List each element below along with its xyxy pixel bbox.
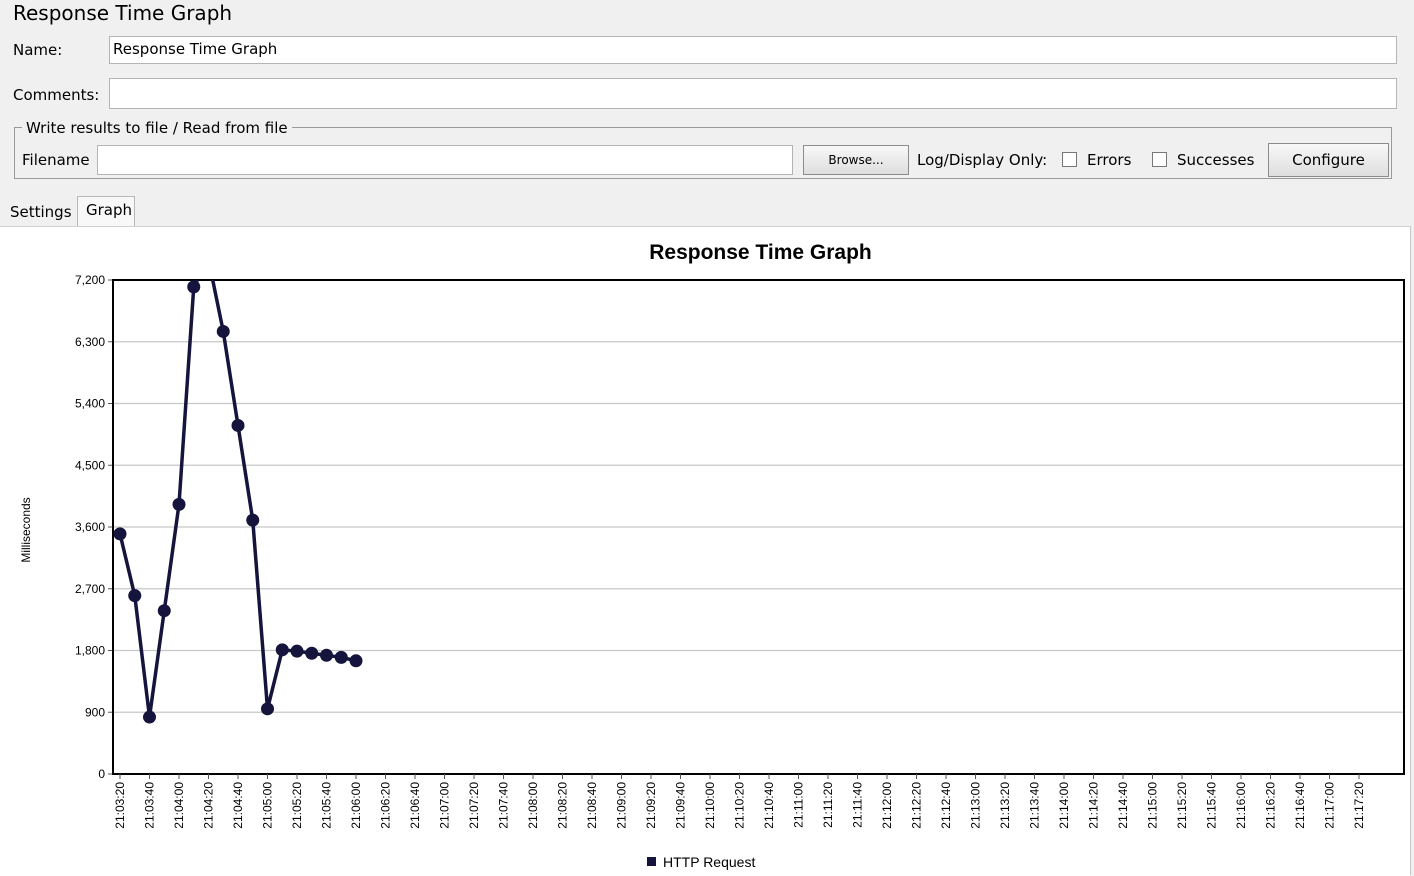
y-tick-label: 5,400: [75, 397, 105, 411]
x-tick-label: 21:09:20: [644, 782, 658, 829]
x-tick-label: 21:07:20: [467, 782, 481, 829]
x-tick-label: 21:10:40: [762, 782, 776, 829]
x-tick-label: 21:11:20: [821, 782, 835, 828]
x-tick-label: 21:03:20: [113, 782, 127, 829]
graph-panel: [0, 226, 1410, 876]
data-point: [349, 654, 363, 668]
x-tick-label: 21:04:00: [172, 782, 186, 829]
data-point: [231, 418, 245, 432]
tab-graph[interactable]: Graph: [77, 196, 135, 226]
y-tick-label: 4,500: [75, 458, 105, 472]
chart-title: Response Time Graph: [649, 241, 872, 264]
x-tick-label: 21:17:00: [1323, 782, 1337, 829]
y-tick-label: 900: [85, 705, 105, 719]
data-point: [187, 280, 201, 294]
tab-settings[interactable]: Settings: [10, 203, 72, 221]
x-tick-label: 21:10:00: [703, 782, 717, 829]
successes-label: Successes: [1177, 151, 1255, 169]
data-point: [157, 604, 171, 618]
x-tick-label: 21:12:00: [880, 782, 894, 829]
x-tick-label: 21:07:40: [497, 782, 511, 829]
x-tick-label: 21:09:00: [615, 782, 629, 829]
x-tick-label: 21:08:00: [526, 782, 540, 829]
successes-checkbox[interactable]: [1152, 152, 1167, 167]
x-tick-label: 21:11:40: [851, 782, 865, 828]
x-tick-label: 21:11:00: [792, 782, 806, 828]
name-field[interactable]: Response Time Graph: [109, 36, 1397, 64]
x-tick-label: 21:15:00: [1146, 782, 1160, 829]
name-label: Name:: [13, 41, 63, 59]
x-tick-label: 21:16:00: [1234, 782, 1248, 829]
errors-label: Errors: [1087, 151, 1132, 169]
x-tick-label: 21:03:40: [143, 782, 157, 829]
x-tick-label: 21:16:40: [1293, 782, 1307, 829]
data-point: [275, 643, 289, 657]
file-group-border: [14, 127, 1392, 179]
y-tick-label: 7,200: [75, 273, 105, 287]
x-tick-label: 21:06:40: [408, 782, 422, 829]
x-tick-label: 21:06:20: [379, 782, 393, 829]
data-point: [113, 527, 127, 541]
data-point: [261, 702, 274, 716]
data-point: [290, 644, 304, 658]
x-tick-label: 21:16:20: [1264, 782, 1278, 829]
data-point: [172, 497, 186, 511]
x-tick-label: 21:13:40: [1028, 782, 1042, 829]
errors-checkbox[interactable]: [1062, 152, 1077, 167]
x-tick-label: 21:10:20: [733, 782, 747, 829]
x-tick-label: 21:14:20: [1087, 782, 1101, 829]
x-tick-label: 21:05:40: [320, 782, 334, 829]
data-point: [334, 650, 348, 664]
data-point: [320, 648, 333, 662]
log-display-label: Log/Display Only:: [917, 151, 1048, 169]
series-line: [118, 280, 357, 718]
x-tick-label: 21:12:40: [939, 782, 953, 829]
x-tick-label: 21:07:00: [438, 782, 452, 829]
x-tick-label: 21:05:20: [290, 782, 304, 829]
x-tick-label: 21:06:00: [349, 782, 363, 829]
filename-label: Filename: [22, 151, 90, 169]
plot-border: [112, 279, 1405, 775]
data-point: [216, 324, 230, 338]
y-axis-label: Milliseconds: [19, 497, 33, 562]
y-tick-label: 3,600: [75, 520, 105, 534]
x-tick-label: 21:17:20: [1352, 782, 1366, 829]
file-group-legend: Write results to file / Read from file: [22, 119, 292, 137]
x-tick-label: 21:08:40: [585, 782, 599, 829]
x-tick-label: 21:13:20: [998, 782, 1012, 829]
panel-title: Response Time Graph: [13, 1, 233, 25]
y-tick-label: 2,700: [75, 582, 105, 596]
data-point: [128, 589, 142, 603]
x-tick-label: 21:14:40: [1116, 782, 1130, 829]
data-point: [143, 710, 156, 724]
x-tick-label: 21:13:00: [969, 782, 983, 829]
x-tick-label: 21:09:40: [674, 782, 688, 829]
x-tick-label: 21:14:00: [1057, 782, 1071, 829]
x-tick-label: 21:05:00: [261, 782, 275, 829]
browse-button[interactable]: Browse...: [803, 145, 909, 175]
y-tick-label: 1,800: [75, 644, 105, 658]
y-tick-label: 6,300: [75, 335, 105, 349]
y-tick-label: 0: [98, 767, 105, 781]
legend-label: HTTP Request: [663, 854, 755, 870]
filename-field[interactable]: [97, 145, 793, 175]
data-point: [305, 646, 319, 660]
x-tick-label: 21:04:40: [231, 782, 245, 829]
x-tick-label: 21:04:20: [202, 782, 216, 829]
comments-field[interactable]: [109, 78, 1397, 109]
x-tick-label: 21:12:20: [910, 782, 924, 829]
x-tick-label: 21:08:20: [556, 782, 570, 829]
comments-label: Comments:: [13, 86, 100, 104]
x-tick-label: 21:15:20: [1175, 782, 1189, 829]
configure-button[interactable]: Configure: [1268, 143, 1389, 177]
legend-swatch: [647, 857, 656, 866]
data-point: [246, 513, 260, 527]
x-tick-label: 21:15:40: [1205, 782, 1219, 829]
panel-edge: [1410, 226, 1411, 875]
